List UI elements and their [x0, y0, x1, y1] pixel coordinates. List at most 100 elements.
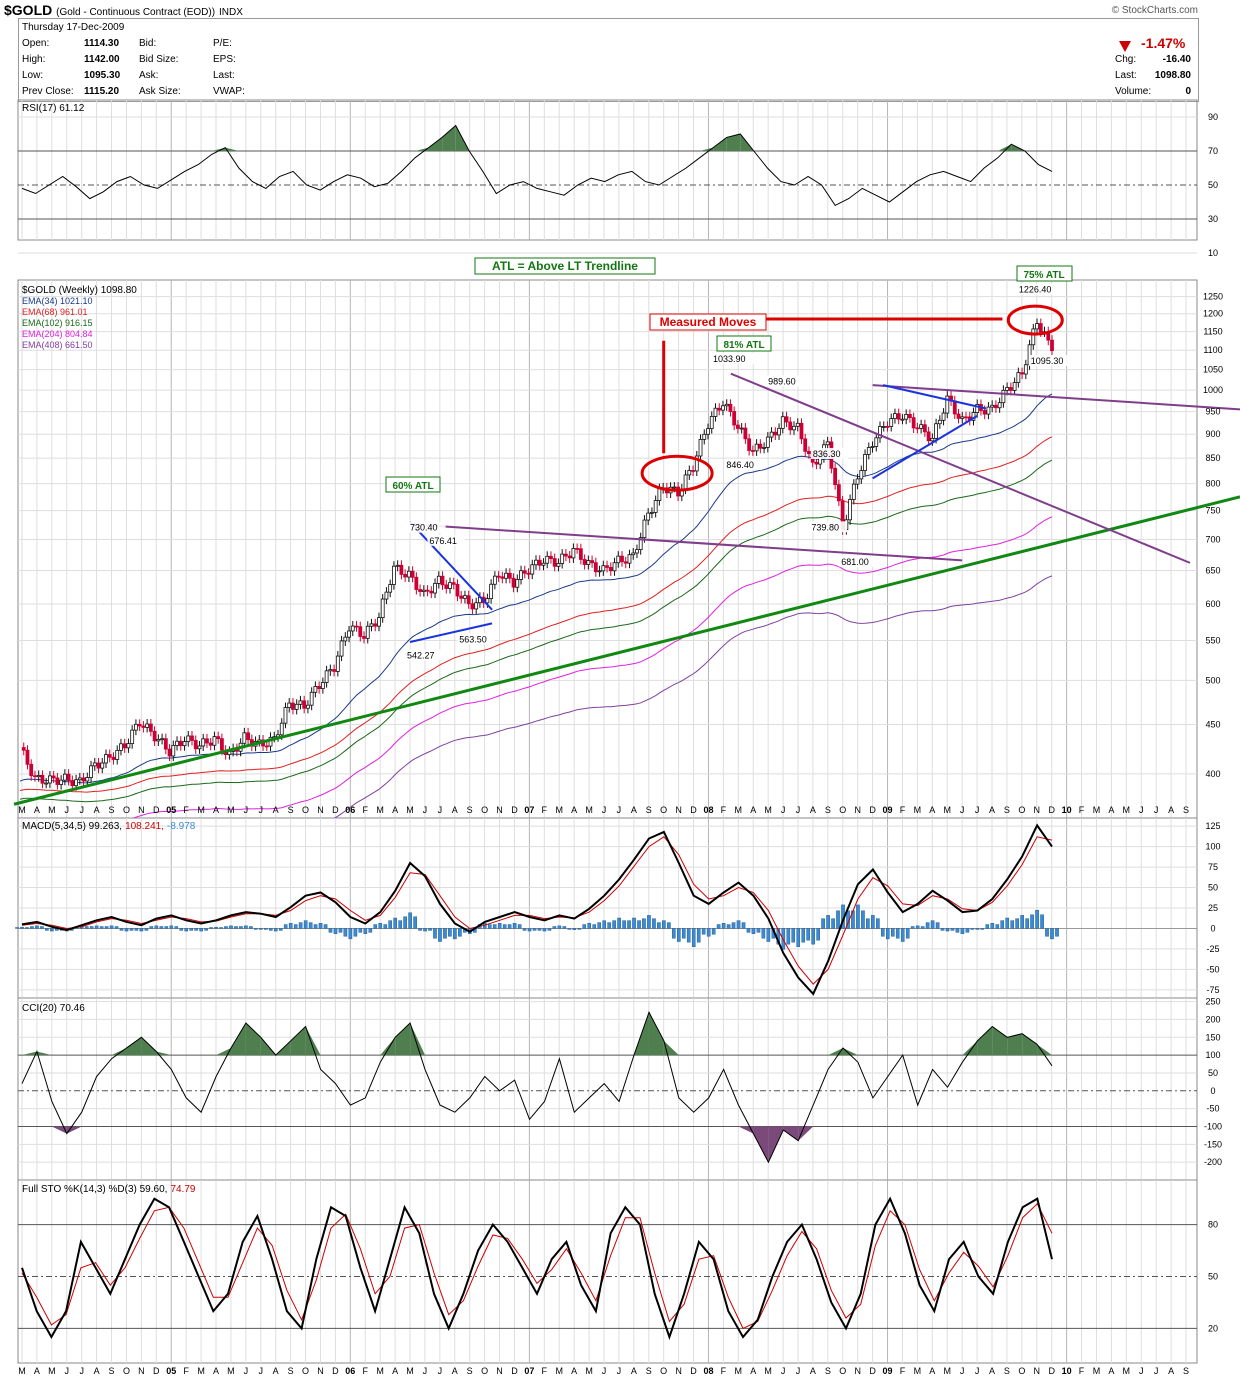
macd-histogram-bar: [278, 928, 283, 931]
macd-histogram-bar: [119, 928, 124, 931]
candle-body: [350, 625, 355, 632]
candle-body: [997, 402, 1002, 409]
candle-body: [623, 561, 628, 564]
macd-histogram-bar: [214, 926, 218, 929]
macd-histogram-bar: [880, 928, 885, 937]
macd-histogram-bar: [288, 923, 293, 929]
candle-body: [104, 754, 108, 764]
candle-body: [758, 443, 763, 449]
y-tick-label: 50: [1208, 180, 1218, 190]
x-tick-label: A: [452, 1366, 458, 1376]
candle-body: [578, 548, 583, 560]
sto-d-line: [21, 1202, 1053, 1330]
candle-body: [36, 775, 41, 778]
macd-legend-hist: -8.978: [167, 821, 196, 832]
macd-histogram-bar: [30, 926, 34, 929]
x-tick-label: S: [825, 805, 831, 815]
macd-histogram-bar: [990, 923, 995, 929]
macd-histogram-bar: [1000, 920, 1005, 929]
candle-body: [874, 437, 879, 447]
candle-body: [1020, 372, 1024, 375]
candle-body: [934, 423, 938, 439]
x-tick-label: D: [511, 1366, 518, 1376]
candle-body: [601, 565, 606, 572]
candle-body: [1005, 387, 1010, 391]
candle-body: [881, 426, 886, 428]
candle-body: [317, 685, 322, 690]
macd-histogram-bar: [383, 924, 388, 929]
macd-histogram-bar: [761, 928, 766, 939]
x-tick-label: F: [362, 1366, 368, 1376]
x-tick-label: J: [79, 1366, 84, 1376]
candle-body: [107, 754, 112, 758]
candle-body: [395, 564, 400, 567]
macd-histogram-bar: [905, 928, 910, 939]
open-value: 1114.30: [84, 38, 120, 49]
candle-body: [825, 441, 830, 446]
candle-body: [511, 577, 516, 588]
macd-histogram-bar: [229, 925, 233, 929]
price-label-bg: [809, 521, 848, 533]
macd-histogram-bar: [20, 926, 24, 929]
candle-body: [698, 438, 703, 457]
macd-histogram-bar: [811, 928, 815, 945]
candle-body: [137, 723, 142, 727]
sto-panel: [18, 1196, 1197, 1341]
sto-k-line: [21, 1196, 1053, 1341]
candle-body: [388, 584, 393, 593]
x-tick-label: M: [197, 1366, 205, 1376]
macd-histogram-bar: [507, 924, 512, 929]
y-tick-label: 550: [1205, 635, 1220, 645]
y-tick-label: 20: [1208, 1323, 1218, 1333]
candle-body: [89, 765, 93, 778]
candle-body: [500, 576, 505, 579]
cci-overbought-fill: [1007, 1033, 1023, 1056]
candle-body: [986, 406, 991, 415]
stockcharts-credit[interactable]: © StockCharts.com: [1111, 5, 1198, 16]
macd-histogram-bar: [338, 928, 343, 933]
macd-histogram-bar: [677, 928, 681, 942]
macd-histogram-bar: [547, 928, 552, 931]
macd-histogram-bar: [363, 928, 368, 934]
x-tick-label: S: [1004, 805, 1010, 815]
x-tick-label: D: [153, 805, 160, 815]
y-tick-label: 1150: [1203, 327, 1222, 337]
candle-body: [552, 558, 557, 567]
macd-histogram-bar: [328, 928, 333, 933]
macd-histogram-bar: [139, 928, 144, 932]
candle-body: [1008, 387, 1013, 391]
candle-body: [33, 775, 37, 778]
candle-body: [190, 735, 194, 741]
macd-line: [21, 823, 1053, 996]
high-value: 1142.00: [84, 54, 120, 65]
macd-histogram-bar: [408, 912, 412, 929]
macd-histogram-bar: [239, 926, 243, 929]
macd-histogram-bar: [443, 928, 447, 939]
bid-label: Bid:: [139, 38, 157, 49]
breakout-ellipse-2007: [640, 454, 714, 492]
cci-overbought-fill: [126, 1037, 142, 1056]
macd-histogram-bar: [458, 928, 462, 937]
candle-body: [900, 418, 905, 421]
macd-histogram-bar: [756, 928, 761, 933]
price-label: 563.50: [459, 634, 487, 644]
price-label: 836.30: [813, 449, 841, 459]
candle-body: [620, 555, 624, 563]
candle-body: [496, 575, 501, 578]
bid-size-label: Bid Size:: [139, 54, 179, 65]
price-label-bg: [810, 447, 849, 459]
macd-histogram-bar: [826, 915, 830, 929]
price-label: 1226.40: [1019, 285, 1052, 295]
y-tick-label: 450: [1205, 720, 1220, 730]
macd-histogram-bar: [348, 928, 353, 940]
candle-body: [904, 414, 909, 420]
macd-histogram-bar: [144, 928, 149, 931]
candle-body: [48, 775, 52, 784]
x-tick-label: S: [646, 1366, 652, 1376]
candle-body: [597, 570, 602, 573]
cci-overbought-fill: [648, 1012, 664, 1056]
price-panel: [19, 318, 1054, 818]
macd-histogram-bar: [622, 920, 626, 929]
x-tick-label: M: [376, 1366, 384, 1376]
